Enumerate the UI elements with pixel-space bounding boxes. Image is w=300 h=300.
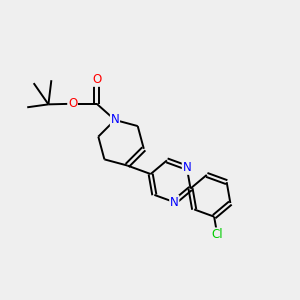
Text: N: N [170, 196, 179, 209]
Text: N: N [111, 113, 119, 127]
Text: O: O [68, 97, 77, 110]
Text: O: O [92, 73, 101, 86]
Text: N: N [182, 161, 191, 174]
Text: Cl: Cl [212, 228, 223, 241]
